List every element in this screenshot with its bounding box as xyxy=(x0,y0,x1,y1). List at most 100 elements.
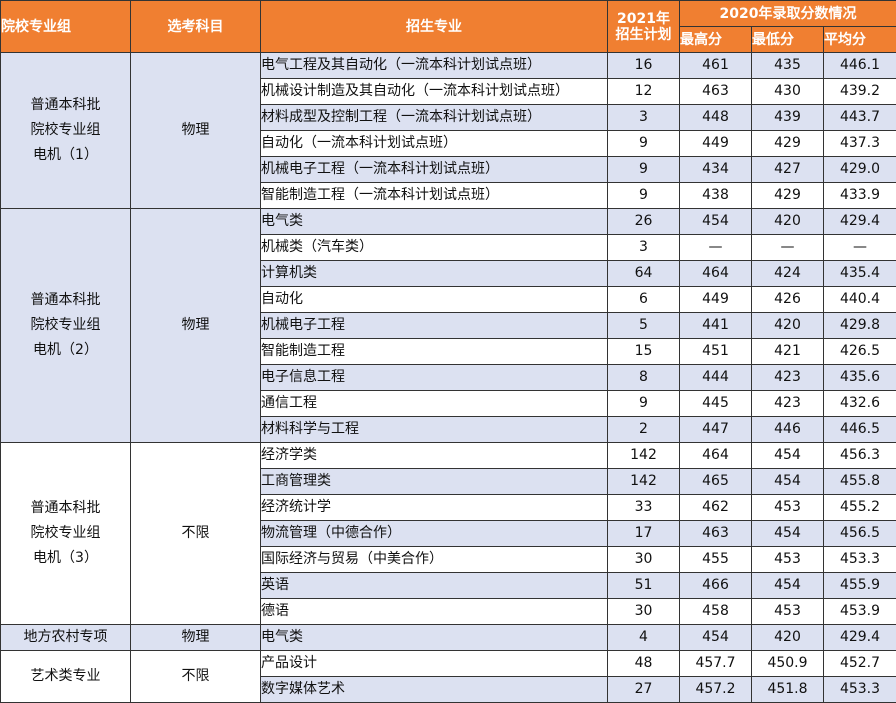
major-cell: 电子信息工程 xyxy=(261,365,608,391)
plan-cell: 48 xyxy=(608,651,680,677)
max-cell: 462 xyxy=(680,495,752,521)
min-cell: 454 xyxy=(752,469,824,495)
min-cell: 420 xyxy=(752,209,824,235)
min-cell: 426 xyxy=(752,287,824,313)
subject-cell: 物理 xyxy=(131,625,261,651)
plan-cell: 16 xyxy=(608,53,680,79)
major-cell: 智能制造工程（一流本科计划试点班） xyxy=(261,183,608,209)
max-cell: 445 xyxy=(680,391,752,417)
plan-cell: 8 xyxy=(608,365,680,391)
max-cell: 438 xyxy=(680,183,752,209)
plan-cell: 2 xyxy=(608,417,680,443)
subject-cell: 物理 xyxy=(131,209,261,443)
major-cell: 自动化（一流本科计划试点班） xyxy=(261,131,608,157)
plan-cell: 3 xyxy=(608,105,680,131)
max-cell: 444 xyxy=(680,365,752,391)
max-cell: 463 xyxy=(680,521,752,547)
major-cell: 材料科学与工程 xyxy=(261,417,608,443)
major-cell: 智能制造工程 xyxy=(261,339,608,365)
max-cell: 464 xyxy=(680,443,752,469)
avg-cell: 456.3 xyxy=(824,443,896,469)
min-cell: 451.8 xyxy=(752,677,824,703)
plan-cell: 51 xyxy=(608,573,680,599)
avg-cell: 446.5 xyxy=(824,417,896,443)
max-cell: 466 xyxy=(680,573,752,599)
avg-cell: 453.3 xyxy=(824,677,896,703)
major-cell: 物流管理（中德合作） xyxy=(261,521,608,547)
subject-cell: 不限 xyxy=(131,651,261,703)
min-cell: 454 xyxy=(752,443,824,469)
plan-cell: 17 xyxy=(608,521,680,547)
plan-cell: 142 xyxy=(608,443,680,469)
max-cell: 454 xyxy=(680,625,752,651)
avg-cell: 443.7 xyxy=(824,105,896,131)
header-subject: 选考科目 xyxy=(131,1,261,53)
group-name-cell: 普通本科批 院校专业组 电机（1） xyxy=(1,53,131,209)
subject-cell: 物理 xyxy=(131,53,261,209)
avg-cell: 455.8 xyxy=(824,469,896,495)
header-scores-2020: 2020年录取分数情况 xyxy=(680,1,896,27)
avg-cell: 435.6 xyxy=(824,365,896,391)
plan-cell: 33 xyxy=(608,495,680,521)
max-cell: 457.2 xyxy=(680,677,752,703)
plan-cell: 3 xyxy=(608,235,680,261)
major-cell: 经济统计学 xyxy=(261,495,608,521)
min-cell: 435 xyxy=(752,53,824,79)
avg-cell: 455.9 xyxy=(824,573,896,599)
avg-cell: 426.5 xyxy=(824,339,896,365)
avg-cell: 429.4 xyxy=(824,625,896,651)
major-cell: 工商管理类 xyxy=(261,469,608,495)
min-cell: 439 xyxy=(752,105,824,131)
max-cell: 454 xyxy=(680,209,752,235)
min-cell: 429 xyxy=(752,183,824,209)
min-cell: 453 xyxy=(752,495,824,521)
header-avg: 平均分 xyxy=(824,27,896,53)
major-cell: 计算机类 xyxy=(261,261,608,287)
major-cell: 机械设计制造及其自动化（一流本科计划试点班） xyxy=(261,79,608,105)
major-cell: 通信工程 xyxy=(261,391,608,417)
major-cell: 经济学类 xyxy=(261,443,608,469)
header-plan: 2021年 招生计划 xyxy=(608,1,680,53)
major-cell: 英语 xyxy=(261,573,608,599)
major-cell: 数字媒体艺术 xyxy=(261,677,608,703)
major-cell: 德语 xyxy=(261,599,608,625)
max-cell: 451 xyxy=(680,339,752,365)
avg-cell: 455.2 xyxy=(824,495,896,521)
min-cell: 429 xyxy=(752,131,824,157)
max-cell: 455 xyxy=(680,547,752,573)
plan-cell: 142 xyxy=(608,469,680,495)
plan-cell: 30 xyxy=(608,547,680,573)
major-cell: 国际经济与贸易（中美合作） xyxy=(261,547,608,573)
major-cell: 材料成型及控制工程（一流本科计划试点班） xyxy=(261,105,608,131)
min-cell: 420 xyxy=(752,313,824,339)
group-name-cell: 普通本科批 院校专业组 电机（3） xyxy=(1,443,131,625)
major-cell: 产品设计 xyxy=(261,651,608,677)
plan-cell: 26 xyxy=(608,209,680,235)
max-cell: 458 xyxy=(680,599,752,625)
min-cell: 427 xyxy=(752,157,824,183)
plan-cell: 30 xyxy=(608,599,680,625)
table-body: 普通本科批 院校专业组 电机（1）物理电气工程及其自动化（一流本科计划试点班）1… xyxy=(1,53,896,703)
min-cell: 453 xyxy=(752,599,824,625)
avg-cell: 433.9 xyxy=(824,183,896,209)
avg-cell: 435.4 xyxy=(824,261,896,287)
max-cell: 434 xyxy=(680,157,752,183)
plan-cell: 27 xyxy=(608,677,680,703)
avg-cell: 429.0 xyxy=(824,157,896,183)
header-max: 最高分 xyxy=(680,27,752,53)
avg-cell: 453.9 xyxy=(824,599,896,625)
header-min: 最低分 xyxy=(752,27,824,53)
min-cell: 423 xyxy=(752,365,824,391)
avg-cell: 452.7 xyxy=(824,651,896,677)
min-cell: 454 xyxy=(752,521,824,547)
avg-cell: 440.4 xyxy=(824,287,896,313)
major-cell: 电气类 xyxy=(261,209,608,235)
group-name-cell: 地方农村专项 xyxy=(1,625,131,651)
avg-cell: 437.3 xyxy=(824,131,896,157)
plan-cell: 9 xyxy=(608,157,680,183)
plan-cell: 4 xyxy=(608,625,680,651)
avg-cell: 456.5 xyxy=(824,521,896,547)
max-cell: 449 xyxy=(680,131,752,157)
